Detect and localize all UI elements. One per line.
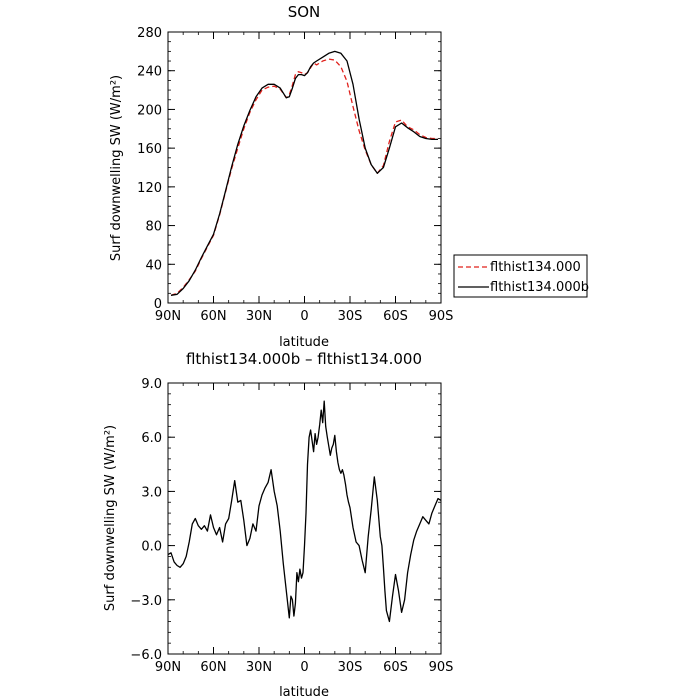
top-y-tick-label: 0 [154, 297, 162, 312]
bottom-x-axis-label: latitude [279, 685, 329, 700]
bottom-y-axis-label: Surf downwelling SW (W/m²) [103, 425, 118, 611]
bottom-x-tick-label: 90N [155, 660, 181, 675]
top-y-tick-label: 280 [137, 26, 162, 41]
top-axes: 90N 60N 30N 0 30S 60S 90S 0 40 80 120 160 200 240 280 [137, 26, 453, 324]
top-y-tick-label: 80 [145, 220, 162, 235]
bottom-y-tick-label: 3.0 [141, 485, 162, 500]
bottom-y-tick-label: 0.0 [141, 540, 162, 555]
bottom-x-tick-label: 30N [246, 660, 272, 675]
bottom-y-tick-label: −3.0 [130, 594, 162, 609]
top-y-tick-label: 40 [145, 258, 162, 273]
bottom-x-tick-label: 0 [300, 660, 308, 675]
top-chart-title: SON [288, 3, 321, 21]
top-x-tick-label: 0 [300, 309, 308, 324]
bottom-y-tick-label: −6.0 [130, 648, 162, 663]
top-plot-frame [167, 31, 442, 304]
bottom-x-tick-label: 60S [383, 660, 408, 675]
bottom-y-tick-label: 9.0 [141, 377, 162, 392]
bottom-plot-frame [167, 382, 442, 655]
top-x-tick-label: 60N [200, 309, 226, 324]
bottom-x-tick-label: 30S [338, 660, 363, 675]
top-x-tick-label: 90S [429, 309, 454, 324]
top-y-tick-label: 120 [137, 181, 162, 196]
top-y-tick-label: 240 [137, 65, 162, 80]
top-panel: SON 90N 60N 30N 0 30S 60S 90S 0 40 80 120 160 200 240… [109, 3, 589, 350]
top-series-group [170, 50, 438, 296]
legend-label-series-1: flthist134.000 [490, 260, 581, 275]
top-series-line-2 [170, 50, 438, 296]
top-x-axis-label: latitude [279, 335, 329, 350]
top-x-tick-label: 30N [246, 309, 272, 324]
top-x-tick-label: 60S [383, 309, 408, 324]
bottom-panel: flthist134.000b – flthist134.000 90N 60N 3… [103, 350, 453, 700]
legend-box [453, 254, 588, 298]
bottom-chart-title: flthist134.000b – flthist134.000 [186, 350, 422, 368]
legend-label-series-2: flthist134.000b [490, 280, 589, 295]
top-y-tick-label: 200 [137, 103, 162, 118]
bottom-y-tick-label: 6.0 [141, 431, 162, 446]
top-y-axis-label: Surf downwelling SW (W/m²) [109, 75, 124, 261]
legend: flthist134.000 flthist134.000b [453, 254, 589, 298]
top-x-tick-label: 90N [155, 309, 181, 324]
bottom-series-group [167, 400, 442, 623]
top-y-tick-label: 160 [137, 142, 162, 157]
top-x-tick-label: 30S [338, 309, 363, 324]
bottom-axes: 90N 60N 30N 0 30S 60S 90S −6.0 −3.0 0.0 3.0 6.0 9.0 [130, 377, 453, 675]
top-series-line-1 [170, 58, 438, 296]
bottom-series-line-1 [167, 400, 442, 623]
bottom-x-tick-label: 90S [429, 660, 454, 675]
bottom-x-tick-label: 60N [200, 660, 226, 675]
